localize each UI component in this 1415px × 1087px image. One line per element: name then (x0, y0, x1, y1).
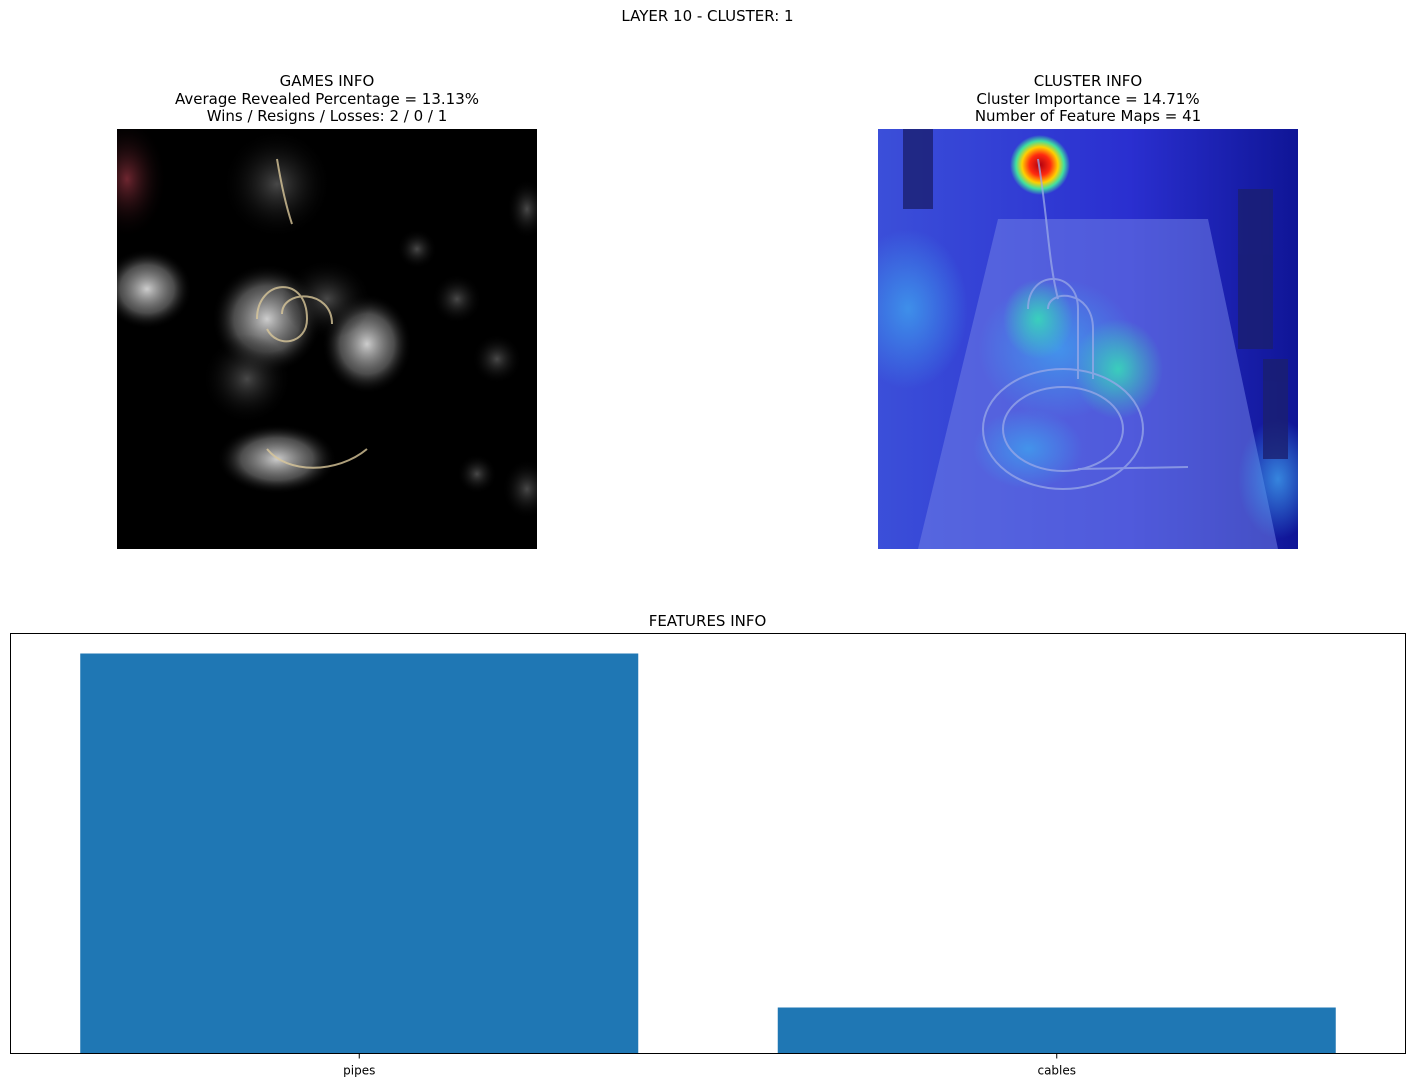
wins-resigns-losses: Wins / Resigns / Losses: 2 / 0 / 1 (206, 107, 448, 125)
x-tick-label: pipes (343, 1064, 375, 1078)
cluster-importance: Cluster Importance = 14.71% (976, 89, 1200, 108)
figure-title: LAYER 10 - CLUSTER: 1 (621, 7, 794, 25)
cluster-info-header: CLUSTER INFO Cluster Importance = 14.71%… (878, 72, 1298, 126)
avg-revealed-percentage: Average Revealed Percentage = 13.13% (174, 89, 479, 108)
x-tick-label: cables (1037, 1064, 1076, 1078)
bar-cables (777, 1007, 1336, 1054)
games-info-title: GAMES INFO (279, 72, 375, 90)
chart-title: FEATURES INFO (648, 612, 767, 630)
games-info-header: GAMES INFO Average Revealed Percentage =… (117, 72, 537, 126)
feature-map-count: Number of Feature Maps = 41 (974, 107, 1202, 125)
plot-frame (10, 633, 1406, 1054)
revealed-image (117, 129, 537, 549)
cluster-info-title: CLUSTER INFO (1033, 72, 1143, 90)
bar-pipes (80, 653, 639, 1054)
cluster-heatmap-image (878, 129, 1298, 549)
